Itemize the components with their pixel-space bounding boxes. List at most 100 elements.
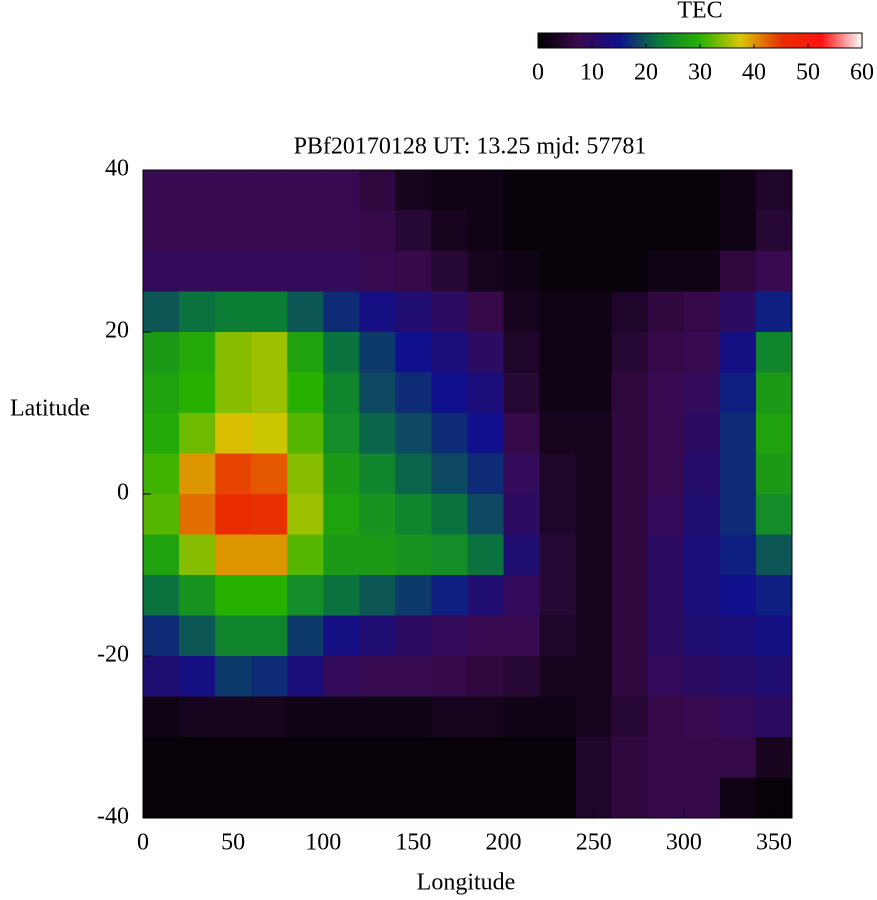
heatmap-cell — [539, 291, 577, 333]
heatmap-cell — [143, 777, 180, 819]
heatmap-cell — [143, 210, 180, 252]
heatmap-cell — [719, 615, 757, 657]
heatmap-cell — [323, 615, 360, 657]
x-tick-label: 350 — [756, 830, 792, 856]
heatmap-cell — [287, 737, 324, 778]
heatmap-cell — [719, 332, 757, 373]
x-tick-label: 200 — [486, 830, 522, 856]
heatmap-cell — [683, 494, 721, 535]
heatmap-cell — [503, 251, 541, 292]
heatmap-cell — [251, 777, 288, 819]
heatmap-cell — [647, 170, 685, 211]
heatmap-cell — [503, 494, 541, 535]
heatmap-cell — [395, 656, 432, 697]
heatmap-cell — [467, 737, 505, 778]
colorbar-tick-label: 0 — [532, 60, 544, 86]
heatmap-cell — [755, 615, 793, 657]
heatmap-cell — [539, 372, 577, 414]
heatmap-cell — [539, 413, 577, 454]
heatmap-cell — [287, 332, 324, 373]
heatmap-cell — [287, 170, 324, 211]
heatmap-cell — [683, 372, 721, 414]
heatmap-cell — [215, 534, 252, 576]
heatmap-cell — [359, 372, 396, 414]
heatmap-cell — [215, 737, 252, 778]
heatmap-cell — [575, 210, 613, 252]
heatmap-cell — [179, 777, 216, 819]
heatmap-cell — [611, 251, 649, 292]
y-tick-label: 0 — [117, 480, 129, 506]
heatmap-cell — [143, 291, 180, 333]
heatmap-cell — [179, 737, 216, 778]
heatmap-cell — [143, 413, 180, 454]
heatmap-cell — [755, 372, 793, 414]
heatmap-cell — [755, 413, 793, 454]
heatmap-cell — [359, 251, 396, 292]
heatmap-cell — [575, 170, 613, 211]
heatmap-cell — [755, 170, 793, 211]
colorbar-tick-label: 20 — [634, 60, 658, 86]
heatmap-cell — [359, 332, 396, 373]
heatmap-cell — [683, 170, 721, 211]
heatmap-cell — [611, 453, 649, 495]
heatmap-cell — [395, 170, 432, 211]
heatmap-cell — [395, 332, 432, 373]
heatmap-cell — [359, 453, 396, 495]
heatmap-cell — [215, 494, 252, 535]
heatmap-cell — [287, 696, 324, 738]
heatmap-cell — [539, 170, 577, 211]
heatmap-cell — [215, 413, 252, 454]
heatmap-cell — [215, 656, 252, 697]
heatmap-cell — [323, 494, 360, 535]
heatmap-cell — [143, 575, 180, 616]
heatmap-cell — [395, 737, 432, 778]
heatmap-cell — [287, 210, 324, 252]
heatmap-cell — [359, 575, 396, 616]
heatmap-cell — [431, 413, 468, 454]
heatmap-cell — [683, 534, 721, 576]
heatmap-cell — [539, 534, 577, 576]
x-tick-label: 100 — [305, 830, 341, 856]
heatmap-cell — [503, 413, 541, 454]
heatmap-cell — [179, 413, 216, 454]
heatmap-cell — [467, 453, 505, 495]
heatmap-cell — [719, 210, 757, 252]
heatmap-cell — [719, 413, 757, 454]
heatmap-cell — [287, 534, 324, 576]
heatmap-cell — [719, 251, 757, 292]
heatmap-cell — [539, 332, 577, 373]
heatmap-cell — [467, 696, 505, 738]
heatmap-cell — [611, 575, 649, 616]
heatmap-cell — [611, 777, 649, 819]
heatmap-cell — [467, 170, 505, 211]
heatmap-cell — [179, 615, 216, 657]
heatmap-cell — [503, 737, 541, 778]
heatmap-cell — [467, 210, 505, 252]
heatmap-cell — [215, 615, 252, 657]
y-tick-label: 40 — [105, 156, 129, 182]
heatmap-cell — [251, 210, 288, 252]
heatmap-cell — [143, 534, 180, 576]
heatmap-cell — [431, 777, 468, 819]
x-tick-label: 150 — [395, 830, 431, 856]
heatmap-cell — [431, 210, 468, 252]
heatmap-cell — [179, 332, 216, 373]
heatmap-cell — [503, 291, 541, 333]
heatmap-cell — [647, 656, 685, 697]
heatmap-cell — [719, 737, 757, 778]
heatmap-cell — [575, 413, 613, 454]
heatmap-cell — [503, 332, 541, 373]
heatmap-cell — [287, 575, 324, 616]
heatmap-cell — [179, 210, 216, 252]
heatmap-cell — [539, 777, 577, 819]
heatmap-cell — [431, 534, 468, 576]
heatmap-cell — [359, 615, 396, 657]
heatmap-cell — [179, 251, 216, 292]
heatmap-cell — [719, 170, 757, 211]
heatmap-cell — [215, 251, 252, 292]
heatmap-cell — [179, 575, 216, 616]
heatmap-cell — [575, 494, 613, 535]
heatmap-cell — [431, 291, 468, 333]
heatmap-cell — [647, 210, 685, 252]
